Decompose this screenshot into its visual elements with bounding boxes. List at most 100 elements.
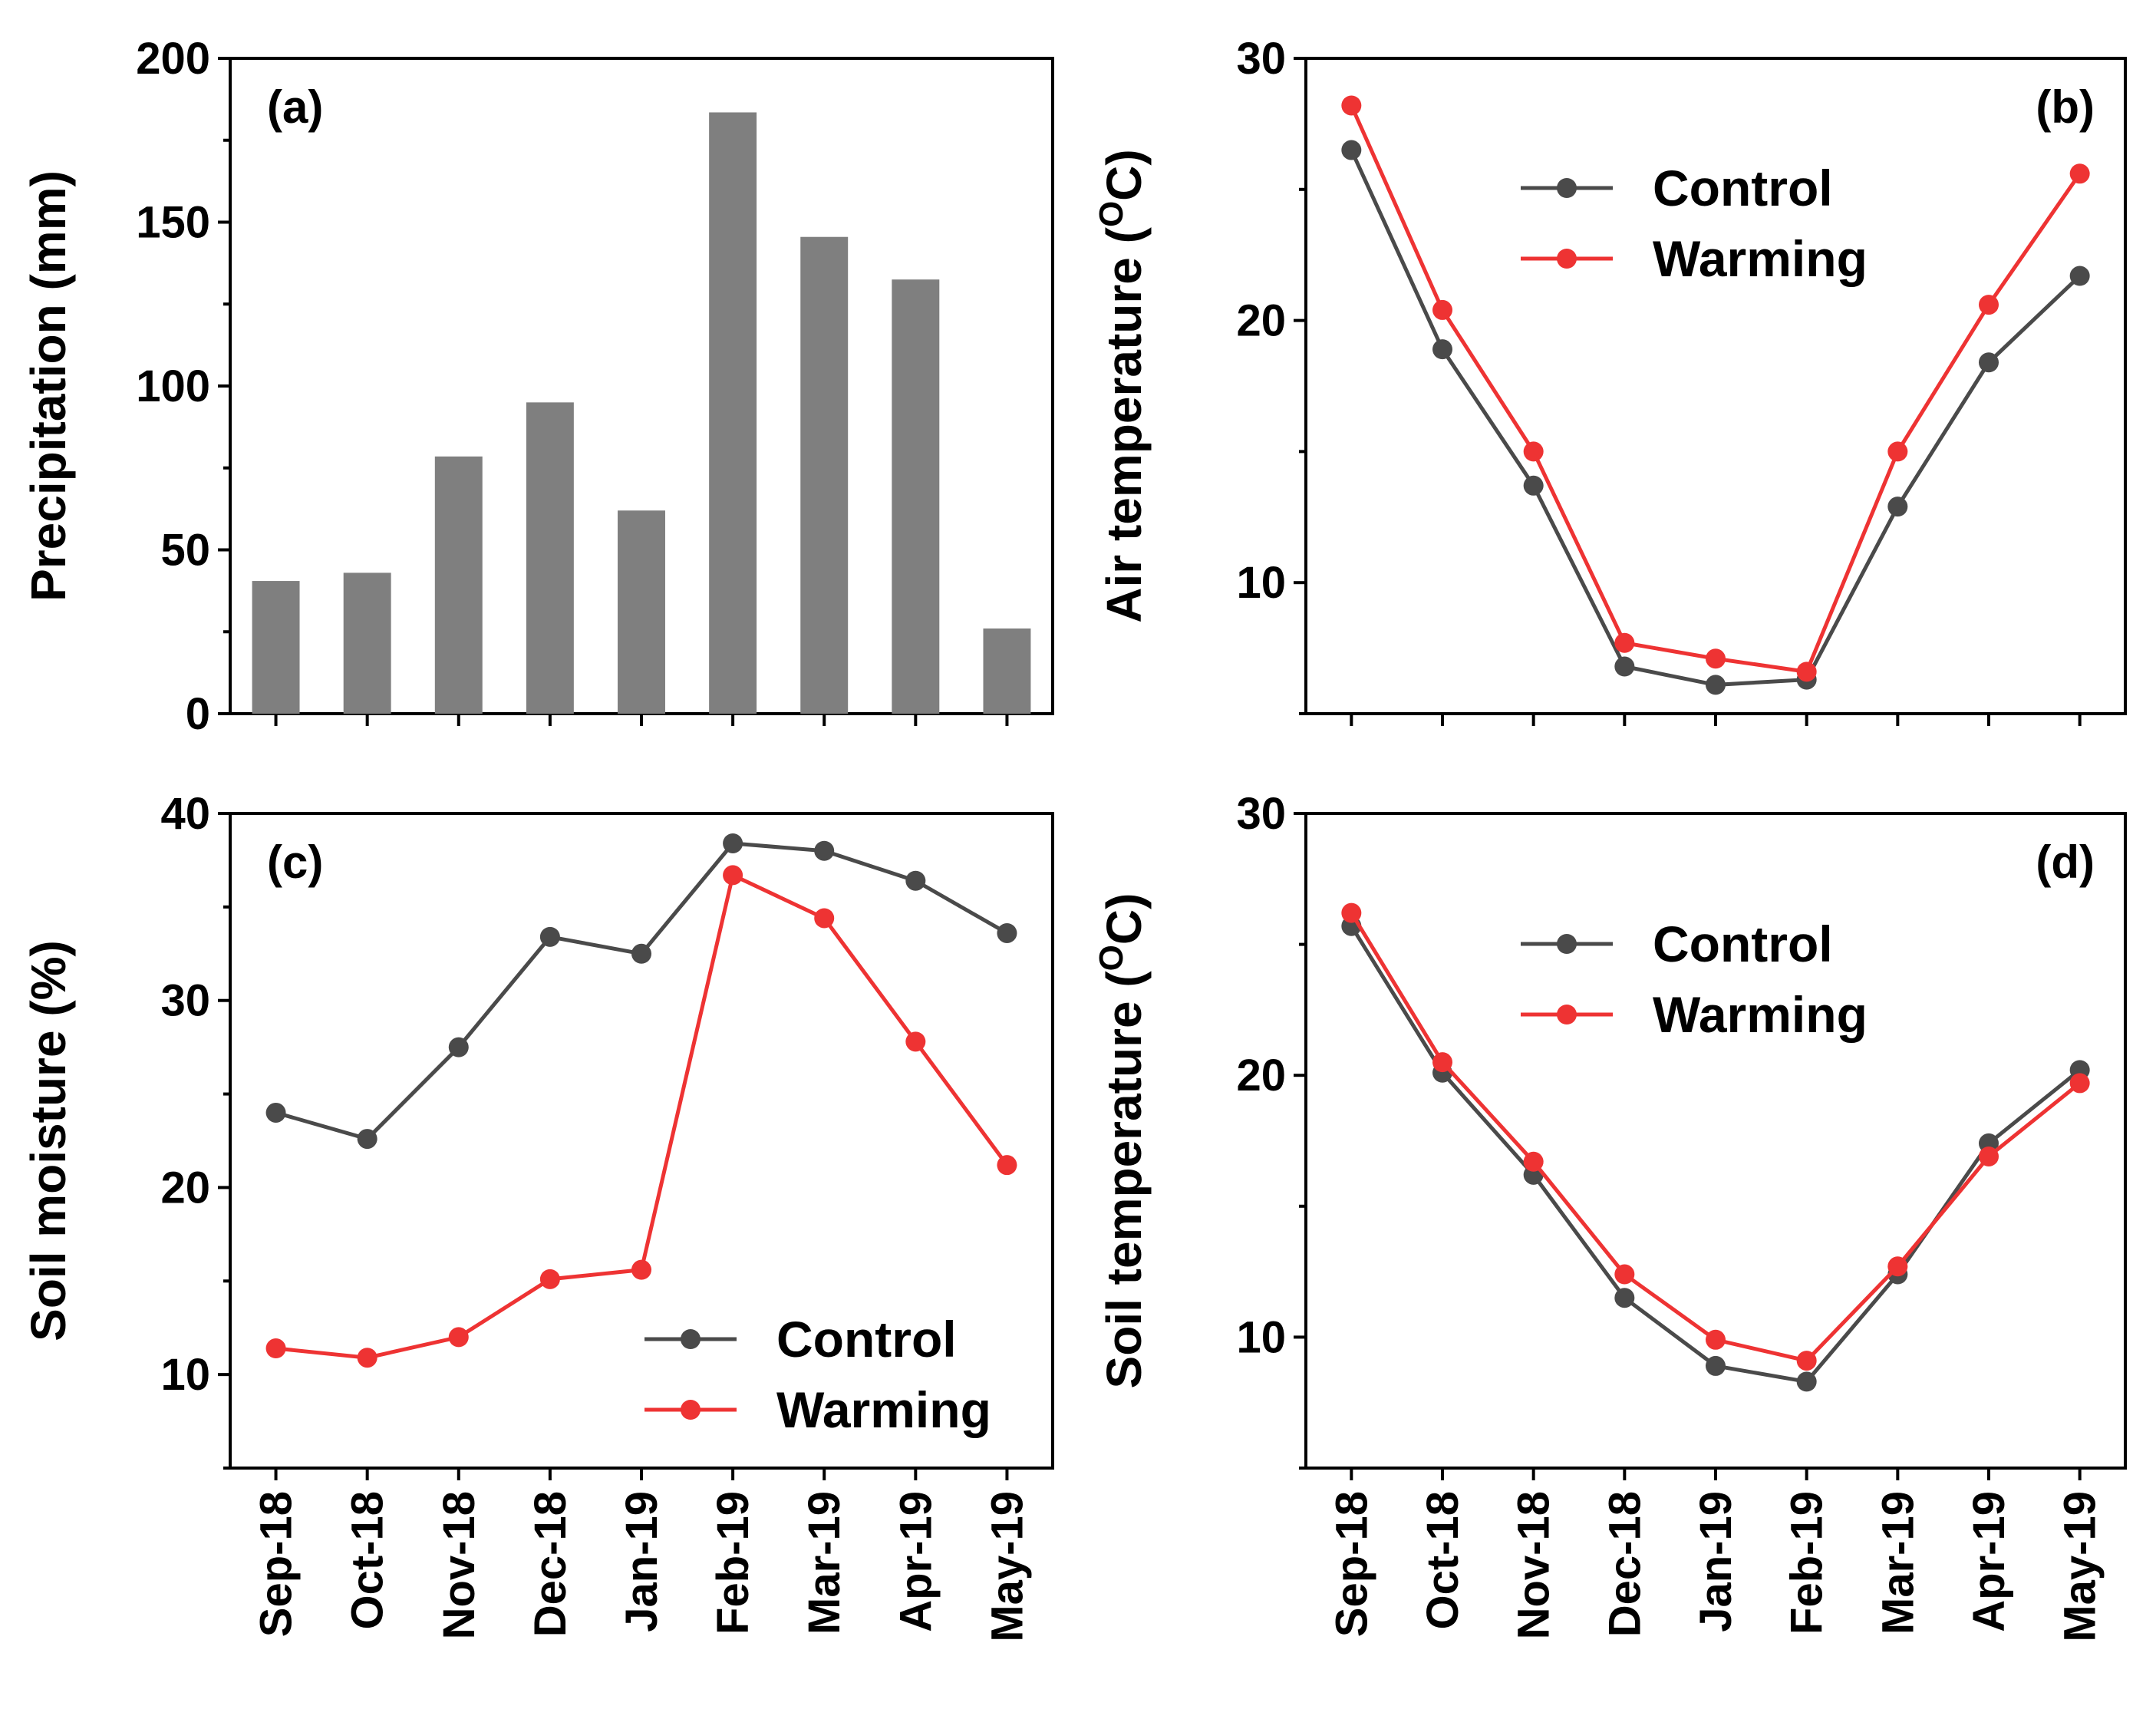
bar-Sep-18 [252, 581, 300, 714]
point-warming [1887, 1256, 1908, 1277]
point-control [2069, 266, 2090, 286]
bar-Mar-19 [800, 236, 849, 714]
point-control [265, 1102, 286, 1123]
point-warming [1796, 662, 1817, 682]
x-tick-label: Dec-18 [1600, 1491, 1650, 1637]
legend: Control Warming [644, 1311, 991, 1438]
series-line-control [275, 841, 1008, 1141]
y-axis-title: Air temperature (OC) [1093, 149, 1152, 622]
y-tick-label: 10 [1236, 1312, 1286, 1362]
bar-Nov-18 [434, 456, 483, 714]
panel-label: (c) [267, 836, 323, 888]
point-control [631, 943, 651, 964]
legend-marker [681, 1400, 701, 1420]
panel-d: 10 20 30 Sep-18 Oct-18 Nov-18 Dec-18 Jan-19 Feb-… [1093, 789, 2127, 1642]
plot-frame [229, 812, 1054, 1470]
y-axis-title: Soil moisture (%) [21, 940, 76, 1341]
y-axis-title: Soil temperature (OC) [1093, 893, 1152, 1389]
point-warming [1796, 1351, 1817, 1371]
point-control [1614, 1288, 1635, 1308]
panel-b: 10 20 30 Air temperature (OC) (b) Control Warm… [1093, 34, 2127, 726]
y-tick-label: 30 [1236, 789, 1286, 839]
point-warming [1341, 95, 1362, 116]
point-warming [1706, 1329, 1726, 1350]
point-control [1796, 1371, 1817, 1392]
point-warming [2069, 1073, 2090, 1094]
y-tick-label: 30 [1236, 34, 1286, 84]
point-warming [265, 1338, 286, 1359]
panel-label: (a) [267, 81, 323, 133]
x-tick-label: Feb-19 [708, 1491, 758, 1635]
bar-Apr-19 [892, 279, 940, 714]
y-tick-label: 100 [136, 361, 210, 411]
x-tick-label: Apr-19 [891, 1491, 941, 1632]
point-control [1614, 656, 1635, 677]
legend-label: Control [1653, 160, 1833, 216]
point-control [723, 833, 743, 853]
legend-label: Warming [776, 1381, 991, 1438]
panel-label: (b) [2036, 81, 2095, 133]
point-warming [1523, 441, 1544, 462]
point-control [539, 926, 560, 947]
series-line-warming [1350, 912, 2082, 1363]
y-axis-title: Precipitation (mm) [21, 170, 76, 602]
bar-May-19 [983, 628, 1031, 714]
point-control [1979, 352, 1999, 373]
point-control [1706, 1355, 1726, 1376]
point-warming [448, 1327, 469, 1348]
bar-Oct-18 [343, 572, 391, 714]
y-tick-label: 50 [160, 526, 210, 576]
x-tick-label: Feb-19 [1782, 1491, 1832, 1635]
point-control [1887, 497, 1908, 517]
point-warming [1614, 632, 1635, 653]
point-control [357, 1129, 377, 1150]
y-tick-label: 20 [1236, 1051, 1286, 1100]
x-tick-label: Jan-19 [617, 1491, 667, 1632]
x-tick-label: Sep-18 [252, 1491, 302, 1637]
point-warming [539, 1269, 560, 1289]
point-control [448, 1037, 469, 1057]
legend-label: Warming [1653, 986, 1868, 1043]
y-tick-label: 10 [160, 1350, 210, 1400]
legend-marker [681, 1329, 701, 1349]
x-tick-label: Mar-19 [1873, 1491, 1923, 1635]
bar-Feb-19 [709, 112, 757, 714]
point-control [997, 922, 1017, 943]
point-warming [2069, 163, 2090, 184]
legend: Control Warming [1521, 916, 1868, 1043]
y-tick-label: 10 [1236, 558, 1286, 608]
y-tick-label: 20 [160, 1163, 210, 1213]
legend: Control Warming [1521, 160, 1868, 287]
x-tick-label: Dec-18 [526, 1491, 575, 1637]
panel-c: 10 20 30 40 Sep-18 Oct-18 Nov-18 Dec-18 Jan-19 Fe… [21, 789, 1054, 1642]
y-tick-label: 40 [160, 789, 210, 839]
point-warming [814, 908, 835, 929]
y-tick-label: 30 [160, 976, 210, 1026]
legend-label: Control [1653, 916, 1833, 972]
point-warming [1614, 1264, 1635, 1285]
x-tick-label: May-19 [2055, 1491, 2105, 1642]
x-tick-label: Mar-19 [799, 1491, 849, 1635]
legend-marker [1557, 1005, 1577, 1024]
point-warming [1341, 902, 1362, 923]
x-tick-label: Nov-18 [434, 1491, 484, 1639]
legend-marker [1557, 249, 1577, 269]
panel-label: (d) [2036, 836, 2095, 888]
y-tick-label: 200 [136, 34, 210, 84]
legend-label: Warming [1653, 230, 1868, 287]
point-warming [1979, 295, 1999, 315]
point-warming [1706, 648, 1726, 669]
point-warming [997, 1155, 1017, 1176]
point-control [1432, 339, 1452, 360]
point-control [1341, 140, 1362, 160]
legend-label: Control [776, 1311, 957, 1368]
x-tick-label: Nov-18 [1509, 1491, 1559, 1639]
x-tick-label: Jan-19 [1691, 1491, 1741, 1632]
point-warming [631, 1259, 651, 1280]
point-warming [1887, 441, 1908, 462]
plot-frame [1304, 57, 2127, 715]
y-tick-label: 150 [136, 198, 210, 248]
panel-a: 0 50 100 150 200 Precipitation (mm) (a) [21, 34, 1054, 739]
x-tick-label: Apr-19 [1964, 1491, 2014, 1632]
